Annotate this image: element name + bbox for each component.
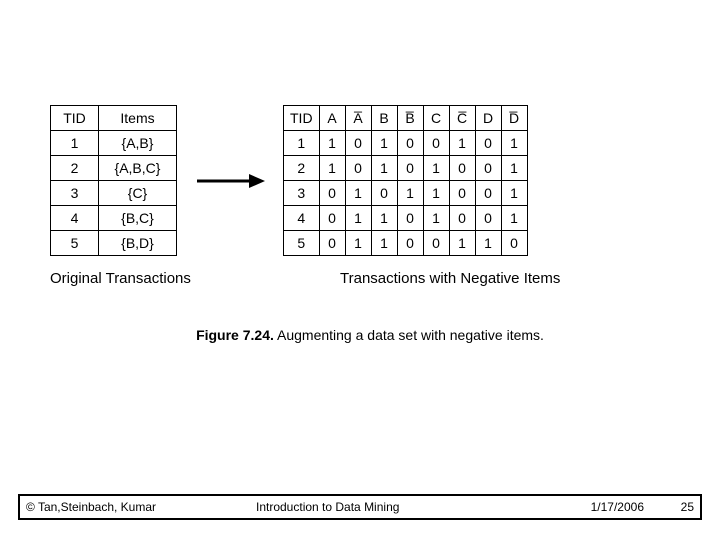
left-table-caption: Original Transactions <box>50 270 220 287</box>
slide-footer: © Tan,Steinbach, Kumar Introduction to D… <box>18 494 702 520</box>
table-cell: 0 <box>475 131 501 156</box>
table-row: 110100101 <box>284 131 528 156</box>
table-cell: 1 <box>371 206 397 231</box>
negative-items-table: TIDAA̅BB̅CC̅DD̅ 110100101210101001301011… <box>283 105 528 256</box>
table-cell: 0 <box>449 181 475 206</box>
table-cell: 0 <box>371 181 397 206</box>
figure-label: Figure 7.24. <box>196 327 274 343</box>
table-header: A̅ <box>345 106 371 131</box>
right-table-caption: Transactions with Negative Items <box>340 270 560 287</box>
table-cell: 1 <box>423 206 449 231</box>
table-cell: 0 <box>319 181 345 206</box>
table-cell: 1 <box>449 231 475 256</box>
arrow-icon <box>195 171 265 191</box>
table-cell: 0 <box>475 181 501 206</box>
table-cell: 1 <box>371 156 397 181</box>
footer-page: 25 <box>644 500 694 514</box>
table-cell: 0 <box>397 231 423 256</box>
table-cell: 2 <box>284 156 320 181</box>
table-captions: Original Transactions Transactions with … <box>50 270 690 287</box>
table-cell: 3 <box>284 181 320 206</box>
figure-text: Augmenting a data set with negative item… <box>277 327 544 343</box>
table-cell: 0 <box>501 231 527 256</box>
table-row: 4{B,C} <box>51 206 177 231</box>
table-cell: 1 <box>423 156 449 181</box>
table-cell: 1 <box>501 156 527 181</box>
table-cell: 5 <box>51 231 99 256</box>
table-cell: 0 <box>319 206 345 231</box>
table-cell: 0 <box>423 231 449 256</box>
footer-title: Introduction to Data Mining <box>226 500 554 514</box>
table-cell: {B,C} <box>99 206 177 231</box>
table-cell: 0 <box>475 206 501 231</box>
table-header: C̅ <box>449 106 475 131</box>
table-header: C <box>423 106 449 131</box>
table-cell: 1 <box>501 131 527 156</box>
table-header: A <box>319 106 345 131</box>
table-cell: 1 <box>501 181 527 206</box>
table-cell: 1 <box>449 131 475 156</box>
table-cell: 4 <box>51 206 99 231</box>
table-cell: 3 <box>51 181 99 206</box>
tables-row: TIDItems 1{A,B}2{A,B,C}3{C}4{B,C}5{B,D} … <box>50 105 690 256</box>
table-cell: 1 <box>284 131 320 156</box>
table-cell: 1 <box>423 181 449 206</box>
table-cell: 1 <box>345 231 371 256</box>
table-cell: 1 <box>475 231 501 256</box>
table-header: B̅ <box>397 106 423 131</box>
table-row: 5{B,D} <box>51 231 177 256</box>
table-row: 301011001 <box>284 181 528 206</box>
table-cell: 0 <box>345 131 371 156</box>
table-header: D̅ <box>501 106 527 131</box>
table-cell: {C} <box>99 181 177 206</box>
table-cell: 0 <box>397 131 423 156</box>
table-cell: 1 <box>345 181 371 206</box>
table-cell: 1 <box>371 131 397 156</box>
table-cell: 1 <box>371 231 397 256</box>
table-header: B <box>371 106 397 131</box>
table-cell: 1 <box>51 131 99 156</box>
table-header: Items <box>99 106 177 131</box>
table-cell: 5 <box>284 231 320 256</box>
table-cell: 0 <box>319 231 345 256</box>
table-row: 501100110 <box>284 231 528 256</box>
table-cell: 0 <box>423 131 449 156</box>
table-cell: 0 <box>475 156 501 181</box>
table-header: TID <box>51 106 99 131</box>
table-header: TID <box>284 106 320 131</box>
table-cell: {A,B} <box>99 131 177 156</box>
footer-date: 1/17/2006 <box>554 500 644 514</box>
table-cell: 0 <box>449 156 475 181</box>
table-row: 3{C} <box>51 181 177 206</box>
table-row: 2{A,B,C} <box>51 156 177 181</box>
table-cell: 0 <box>397 156 423 181</box>
table-cell: 1 <box>397 181 423 206</box>
table-cell: 0 <box>345 156 371 181</box>
figure-caption: Figure 7.24. Augmenting a data set with … <box>50 327 690 343</box>
table-cell: {B,D} <box>99 231 177 256</box>
table-cell: 0 <box>397 206 423 231</box>
table-cell: 1 <box>319 131 345 156</box>
table-row: 1{A,B} <box>51 131 177 156</box>
table-cell: 1 <box>345 206 371 231</box>
table-cell: 1 <box>319 156 345 181</box>
table-row: 401101001 <box>284 206 528 231</box>
slide-content: TIDItems 1{A,B}2{A,B,C}3{C}4{B,C}5{B,D} … <box>50 105 690 343</box>
table-cell: {A,B,C} <box>99 156 177 181</box>
table-row: 210101001 <box>284 156 528 181</box>
original-transactions-table: TIDItems 1{A,B}2{A,B,C}3{C}4{B,C}5{B,D} <box>50 105 177 256</box>
table-cell: 2 <box>51 156 99 181</box>
footer-authors: © Tan,Steinbach, Kumar <box>26 500 226 514</box>
table-cell: 1 <box>501 206 527 231</box>
table-cell: 0 <box>449 206 475 231</box>
table-cell: 4 <box>284 206 320 231</box>
table-header: D <box>475 106 501 131</box>
